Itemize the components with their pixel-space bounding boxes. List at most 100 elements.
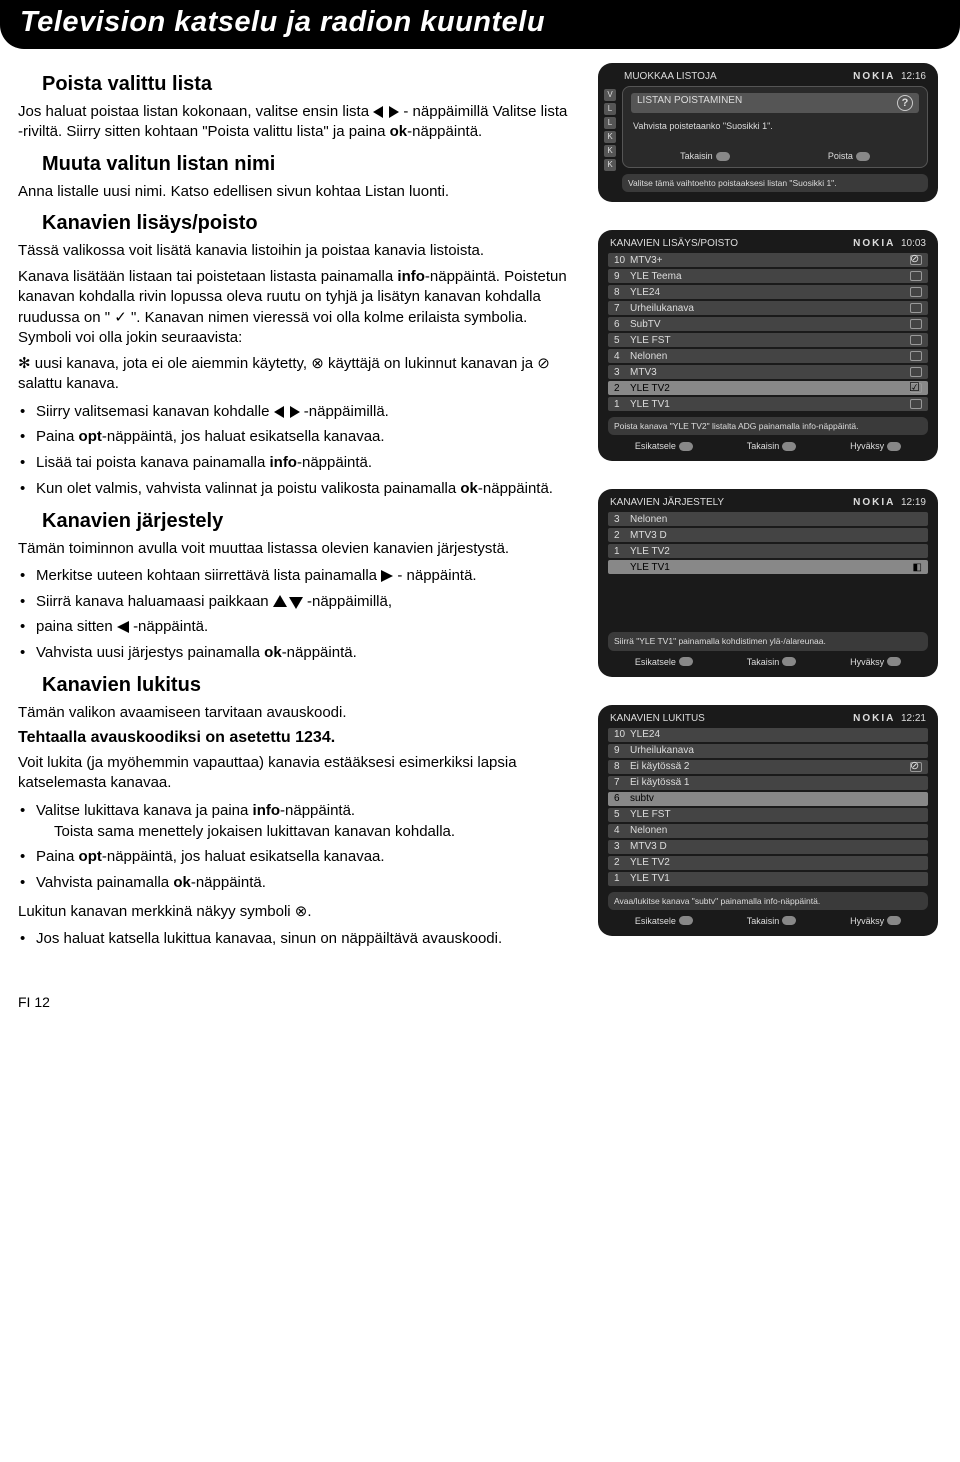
row-slot-icon: [910, 271, 922, 281]
channel-row[interactable]: 10YLE24: [608, 728, 928, 742]
row-number: 9: [614, 271, 630, 282]
channel-row[interactable]: 3MTV3 D: [608, 840, 928, 854]
btn-text: Esikatsele: [635, 916, 676, 926]
pill-icon: [782, 442, 796, 451]
channel-row[interactable]: 8Ei käytössä 2: [608, 760, 928, 774]
text: -näppäintä, jos haluat esikatsella kanav…: [102, 848, 385, 865]
row-number: 3: [614, 841, 630, 852]
list-item: Siirry valitsemasi kanavan kohdalle -näp…: [18, 401, 574, 423]
channel-row[interactable]: 3Nelonen: [608, 512, 928, 526]
row-number: 3: [614, 367, 630, 378]
text: Vahvista uusi järjestys painamalla: [36, 644, 264, 661]
row-label: MTV3 D: [630, 841, 922, 852]
channel-row[interactable]: 10MTV3+: [608, 253, 928, 267]
channel-row[interactable]: YLE TV1◧: [608, 560, 928, 574]
hint-bar: Poista kanava "YLE TV2" listalta ADG pai…: [608, 417, 928, 435]
sc-title: KANAVIEN LISÄYS/POISTO: [610, 238, 738, 249]
text: -näppäintä.: [191, 874, 266, 891]
row-number: 5: [614, 809, 630, 820]
screenshot-lukitus: KANAVIEN LUKITUS NOKIA 12:21 10YLE249Urh…: [598, 705, 938, 936]
info-label: info: [269, 454, 297, 471]
back-button[interactable]: Takaisin: [680, 151, 730, 161]
info-label: info: [397, 268, 425, 285]
ok-label: ok: [264, 644, 282, 661]
soft-button[interactable]: Esikatsele: [635, 441, 693, 451]
channel-row[interactable]: 1YLE TV1: [608, 397, 928, 411]
list-lukitus2: Jos haluat katsella lukittua kanavaa, si…: [18, 928, 574, 950]
row-label: YLE TV1: [630, 873, 922, 884]
list-item: Jos haluat katsella lukittua kanavaa, si…: [18, 928, 574, 950]
text: Kun olet valmis, vahvista valinnat ja po…: [36, 480, 460, 497]
soft-button[interactable]: Esikatsele: [635, 657, 693, 667]
help-icon: ?: [897, 95, 913, 111]
text: paina sitten: [36, 618, 117, 635]
row-number: 7: [614, 777, 630, 788]
text: -näppäintä.: [407, 123, 482, 140]
sc-title: KANAVIEN LUKITUS: [610, 713, 705, 724]
channel-row[interactable]: 2MTV3 D: [608, 528, 928, 542]
btn-text: Hyväksy: [850, 657, 884, 667]
page-title: Television katselu ja radion kuuntelu: [20, 6, 940, 39]
row-number: 8: [614, 287, 630, 298]
soft-button[interactable]: Takaisin: [747, 657, 797, 667]
channel-row[interactable]: 2YLE TV2: [608, 381, 928, 395]
row-slot-icon: [910, 383, 922, 393]
soft-button[interactable]: Takaisin: [747, 441, 797, 451]
row-label: YLE TV2: [630, 546, 922, 557]
text: Valitse lukittava kanava ja paina: [36, 802, 253, 819]
channel-row[interactable]: 1YLE TV1: [608, 872, 928, 886]
list-item: Paina opt-näppäintä, jos haluat esikatse…: [18, 426, 574, 448]
list-item: Vahvista uusi järjestys painamalla ok-nä…: [18, 642, 574, 664]
time-label: 12:19: [901, 497, 926, 508]
channel-row[interactable]: 5YLE FST: [608, 808, 928, 822]
channel-row[interactable]: 2YLE TV2: [608, 856, 928, 870]
left-right-arrows-icon: [274, 406, 300, 418]
delete-button[interactable]: Poista: [828, 151, 870, 161]
hint-bar: Siirrä "YLE TV1" painamalla kohdistimen …: [608, 632, 928, 650]
channel-row[interactable]: 8YLE24: [608, 285, 928, 299]
channel-row[interactable]: 5YLE FST: [608, 333, 928, 347]
row-label: Nelonen: [630, 514, 922, 525]
channel-row[interactable]: 7Urheilukanava: [608, 301, 928, 315]
btn-text: Takaisin: [747, 441, 780, 451]
soft-button[interactable]: Hyväksy: [850, 916, 901, 926]
soft-button[interactable]: Esikatsele: [635, 916, 693, 926]
channel-row[interactable]: 1YLE TV2: [608, 544, 928, 558]
channel-row[interactable]: 6subtv: [608, 792, 928, 806]
channel-row[interactable]: 9Urheilukanava: [608, 744, 928, 758]
soft-button[interactable]: Hyväksy: [850, 657, 901, 667]
ok-label: ok: [460, 480, 478, 497]
title-poista-valittu: Poista valittu lista: [42, 73, 574, 96]
channel-row[interactable]: 6SubTV: [608, 317, 928, 331]
row-label: YLE24: [630, 287, 910, 298]
text: -näppäintä.: [133, 618, 208, 635]
text: -näppäintä, jos haluat esikatsella kanav…: [102, 428, 385, 445]
row-number: 2: [614, 383, 630, 394]
row-label: Nelonen: [630, 351, 910, 362]
p-luk1: Tämän valikon avaamiseen tarvitaan avaus…: [18, 703, 574, 723]
side-tab: K: [604, 159, 616, 171]
channel-row[interactable]: 7Ei käytössä 1: [608, 776, 928, 790]
p-jarj1: Tämän toiminnon avulla voit muuttaa list…: [18, 539, 574, 559]
row-slot-icon: [910, 399, 922, 409]
up-down-arrows-icon: [273, 595, 303, 609]
list-item: paina sitten -näppäintä.: [18, 616, 574, 638]
list-item: Merkitse uuteen kohtaan siirrettävä list…: [18, 565, 574, 587]
side-tab: L: [604, 117, 616, 129]
channel-row[interactable]: 4Nelonen: [608, 349, 928, 363]
list-item: Lisää tai poista kanava painamalla info-…: [18, 452, 574, 474]
row-label: YLE TV1: [630, 562, 913, 573]
soft-button[interactable]: Takaisin: [747, 916, 797, 926]
row-label: Ei käytössä 1: [630, 777, 922, 788]
row-slot-icon: [910, 319, 922, 329]
row-label: MTV3: [630, 367, 910, 378]
row-number: 1: [614, 399, 630, 410]
p-luk2: Voit lukita (ja myöhemmin vapauttaa) kan…: [18, 753, 574, 794]
soft-button[interactable]: Hyväksy: [850, 441, 901, 451]
hint-bar: Valitse tämä vaihtoehto poistaaksesi lis…: [622, 174, 928, 192]
brand-label: NOKIA: [853, 497, 895, 508]
channel-row[interactable]: 9YLE Teema: [608, 269, 928, 283]
row-label: YLE TV2: [630, 857, 922, 868]
channel-row[interactable]: 4Nelonen: [608, 824, 928, 838]
channel-row[interactable]: 3MTV3: [608, 365, 928, 379]
